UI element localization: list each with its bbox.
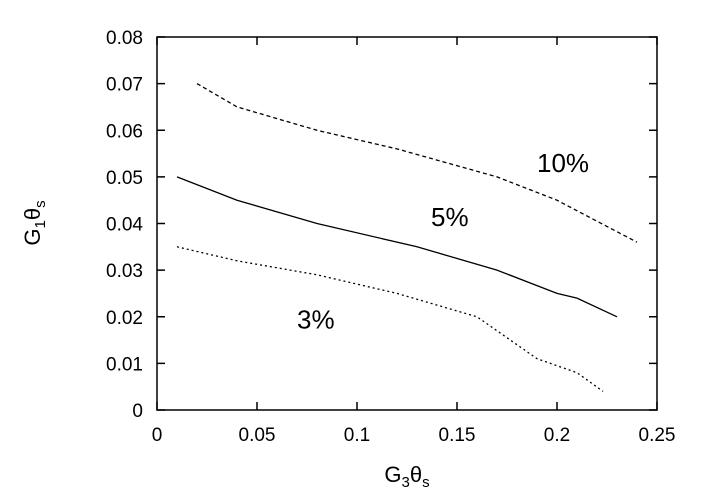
x-axis-title: G3θs <box>384 462 429 491</box>
x-axis-title-sub2: s <box>422 474 430 491</box>
y-axis-title-sub1: 1 <box>32 220 49 228</box>
y-tick-label: 0.08 <box>106 28 143 49</box>
x-axis-title-sub1: 3 <box>402 474 410 491</box>
series-line-0 <box>196 83 638 243</box>
x-tick-label: 0.2 <box>544 425 570 446</box>
y-tick-label: 0 <box>132 401 143 422</box>
y-tick-label: 0.06 <box>106 121 143 142</box>
y-axis-ticks: 0 0.01 0.02 0.03 0.04 0.05 0.06 0.07 0.08 <box>106 28 657 422</box>
x-tick-label: 0.05 <box>239 425 276 446</box>
series-line-1 <box>176 176 618 318</box>
y-tick-label: 0.05 <box>106 168 143 189</box>
y-axis-title-main: G <box>20 228 45 245</box>
y-axis-title: G1θs <box>20 200 49 245</box>
y-tick-label: 0.01 <box>106 354 143 375</box>
x-tick-label: 0.25 <box>639 425 676 446</box>
y-axis-title-theta: θ <box>20 208 45 220</box>
x-tick-label: 0.15 <box>439 425 476 446</box>
x-tick-label: 0.1 <box>344 425 370 446</box>
plot-frame <box>156 36 658 411</box>
y-tick-label: 0.03 <box>106 261 143 282</box>
series-lines <box>176 83 638 392</box>
series-labels: 10% 5% 3% <box>297 148 589 334</box>
x-tick-label: 0 <box>152 425 163 446</box>
series-line-2 <box>176 246 604 392</box>
series-label-1: 5% <box>431 202 469 232</box>
series-label-2: 3% <box>297 304 335 334</box>
series-label-0: 10% <box>537 148 589 178</box>
y-tick-label: 0.07 <box>106 75 143 96</box>
x-axis-title-theta: θ <box>410 462 422 487</box>
y-tick-label: 0.02 <box>106 308 143 329</box>
x-axis-title-main: G <box>384 462 401 487</box>
y-tick-label: 0.04 <box>106 215 143 236</box>
y-axis-title-sub2: s <box>32 200 49 208</box>
x-axis-ticks: 0 0.05 0.1 0.15 0.2 0.25 <box>152 37 676 446</box>
